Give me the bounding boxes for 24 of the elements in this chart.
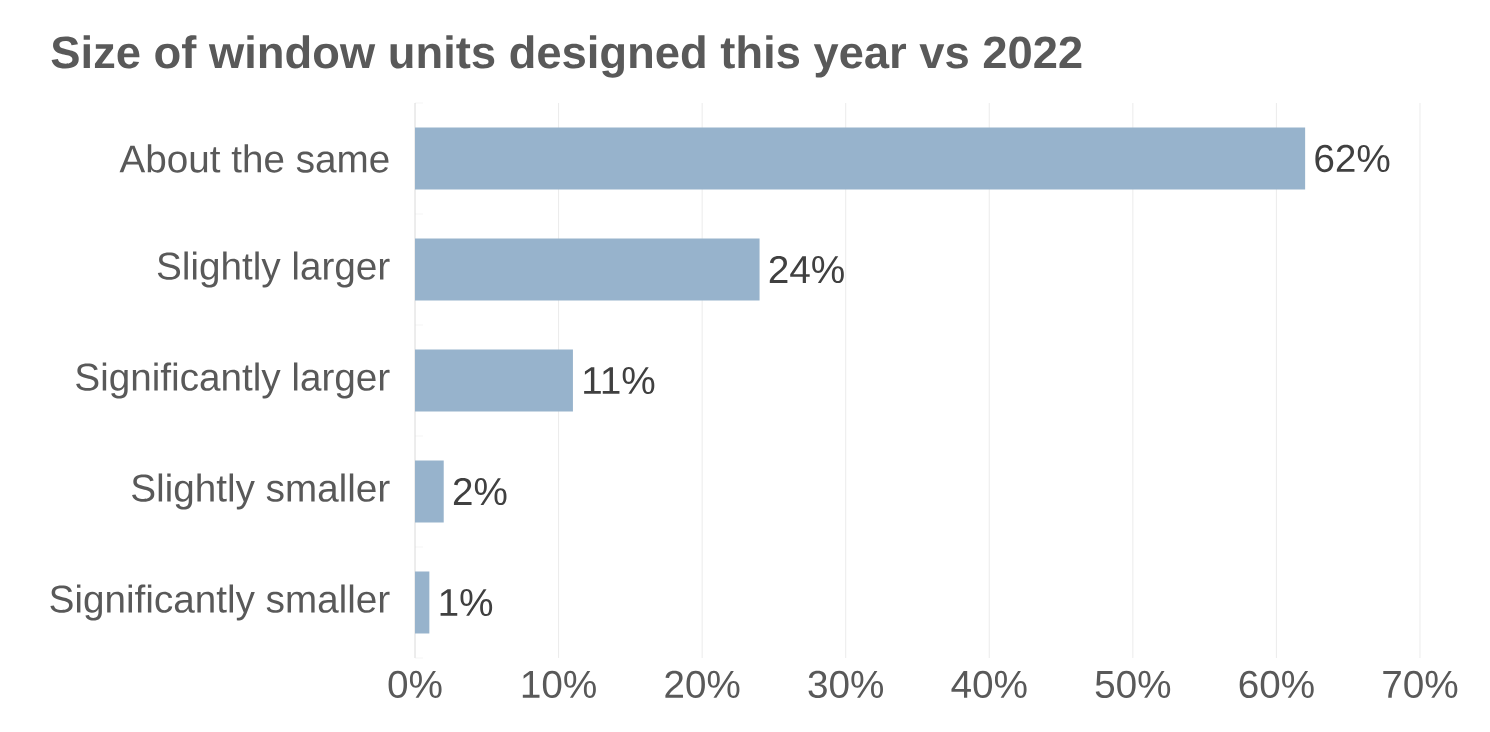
- x-tick-label: 50%: [1095, 670, 1171, 699]
- x-tick-label: 20%: [665, 670, 740, 699]
- data-label: 11%: [584, 366, 655, 395]
- bar: [415, 127, 1306, 190]
- data-label: 24%: [769, 255, 844, 284]
- data-label: 62%: [1315, 144, 1390, 173]
- data-label: 2%: [453, 477, 507, 506]
- bar: [415, 571, 430, 634]
- y-tick-label: Significantly smaller: [50, 584, 390, 621]
- x-tick-label: 40%: [951, 670, 1027, 699]
- chart-title: Size of window units designed this year vs 2022: [51, 35, 1082, 78]
- y-tick-label: Significantly larger: [76, 362, 390, 399]
- bar: [415, 349, 573, 412]
- bar: [415, 238, 760, 301]
- x-tick-label: 0%: [388, 670, 442, 699]
- y-tick-label: Slightly larger: [157, 251, 390, 288]
- bar: [415, 460, 444, 523]
- y-tick-label: Slightly smaller: [132, 473, 390, 510]
- x-tick-label: 70%: [1383, 670, 1458, 699]
- x-tick-label: 60%: [1239, 670, 1314, 699]
- x-tick-label: 10%: [522, 670, 596, 699]
- y-tick-label: About the same: [119, 144, 389, 173]
- x-tick-label: 30%: [808, 670, 884, 699]
- data-label: 1%: [440, 588, 493, 617]
